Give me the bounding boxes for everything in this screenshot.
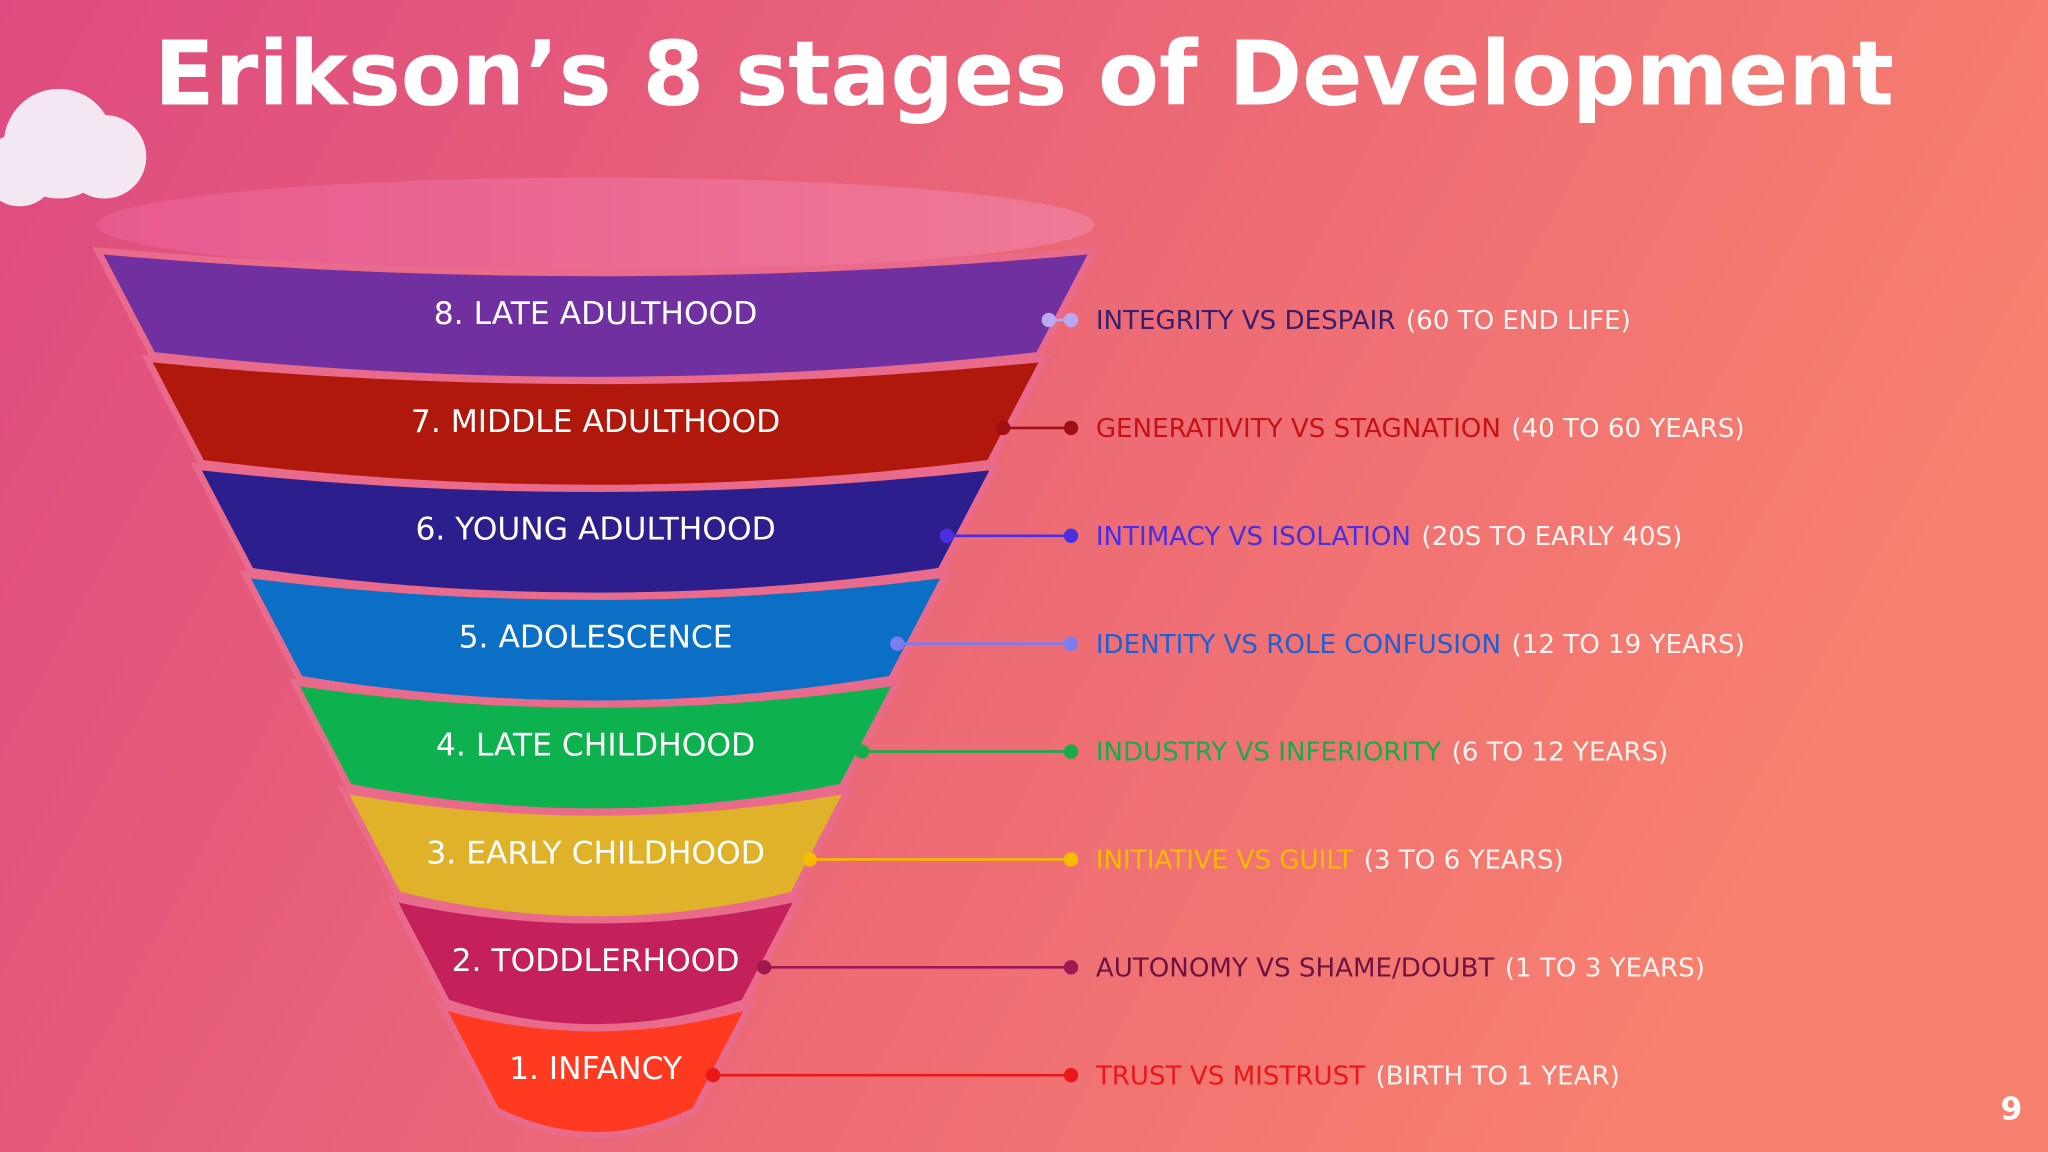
funnel: 8. LATE ADULTHOOD 7. MIDDLE ADULTHOOD 6. Y… [92,246,1099,1139]
connector-dot [890,636,905,651]
conflict: GENERATIVITY VS STAGNATION [1096,414,1501,444]
band-label: 2. TODDLERHOOD [452,943,740,979]
connector-dot [1063,744,1079,759]
connector-dot [854,744,870,759]
page-number: 9 [2001,1091,2023,1127]
stage-description: AUTONOMY VS SHAME/DOUBT (1 TO 3 YEARS) [1096,953,1705,983]
stage-description: INITIATIVE VS GUILT (3 TO 6 YEARS) [1096,846,1564,876]
connector-dot [756,960,772,975]
age-range: (1 TO 3 YEARS) [1505,953,1705,983]
connector-dot [705,1068,721,1083]
stage-description: GENERATIVITY VS STAGNATION (40 TO 60 YEAR… [1096,414,1745,444]
conflict: INTIMACY VS ISOLATION [1096,522,1411,552]
stage-description: TRUST VS MISTRUST (BIRTH TO 1 YEAR) [1095,1061,1620,1091]
band-label: 4. LATE CHILDHOOD [436,727,755,763]
conflict: INDUSTRY VS INFERIORITY [1096,738,1441,768]
cloud [0,88,147,207]
band-label: 6. YOUNG ADULTHOOD [415,512,775,548]
funnel-top [96,177,1095,272]
title: Erikson’s 8 stages of Development [154,22,1894,125]
connector-dot [1063,960,1079,975]
age-range: (60 TO END LIFE) [1406,306,1631,336]
age-range: (40 TO 60 YEARS) [1511,414,1744,444]
band-label: 8. LATE ADULTHOOD [434,296,758,332]
age-range: (6 TO 12 YEARS) [1452,738,1669,768]
connector-dot [1063,528,1079,543]
band-label: 5. ADOLESCENCE [459,620,733,656]
connector-dot [1063,420,1079,436]
age-range: (12 TO 19 YEARS) [1512,630,1745,660]
band-label: 3. EARLY CHILDHOOD [426,835,764,871]
stage-description: INDUSTRY VS INFERIORITY (6 TO 12 YEARS) [1096,738,1668,768]
connector-dot [1041,312,1056,328]
conflict: INTEGRITY VS DESPAIR [1096,306,1396,336]
conflict: TRUST VS MISTRUST [1095,1061,1366,1091]
age-range: (3 TO 6 YEARS) [1364,846,1564,876]
band-label: 7. MIDDLE ADULTHOOD [411,404,780,440]
age-range: (BIRTH TO 1 YEAR) [1376,1061,1620,1091]
connectors: INTEGRITY VS DESPAIR (60 TO END LIFE) GENE… [705,306,1745,1091]
connector-dot [1063,636,1079,651]
stage-description: INTEGRITY VS DESPAIR (60 TO END LIFE) [1096,306,1631,336]
connector-dot [995,420,1011,436]
age-range: (20S TO EARLY 40S) [1421,522,1682,552]
connector-dot [1063,852,1079,867]
connector-dot [802,852,817,867]
connector-dot [939,528,955,543]
stage-description: INTIMACY VS ISOLATION (20S TO EARLY 40S) [1096,522,1682,552]
conflict: AUTONOMY VS SHAME/DOUBT [1096,953,1496,983]
connector-dot [1063,312,1079,328]
funnel-band [435,1000,757,1139]
band-label: 1. INFANCY [509,1051,683,1087]
stage-description: IDENTITY VS ROLE CONFUSION (12 TO 19 YEAR… [1096,630,1745,660]
connector-dot [1063,1068,1079,1083]
conflict: IDENTITY VS ROLE CONFUSION [1096,630,1501,660]
conflict: INITIATIVE VS GUILT [1096,846,1354,876]
